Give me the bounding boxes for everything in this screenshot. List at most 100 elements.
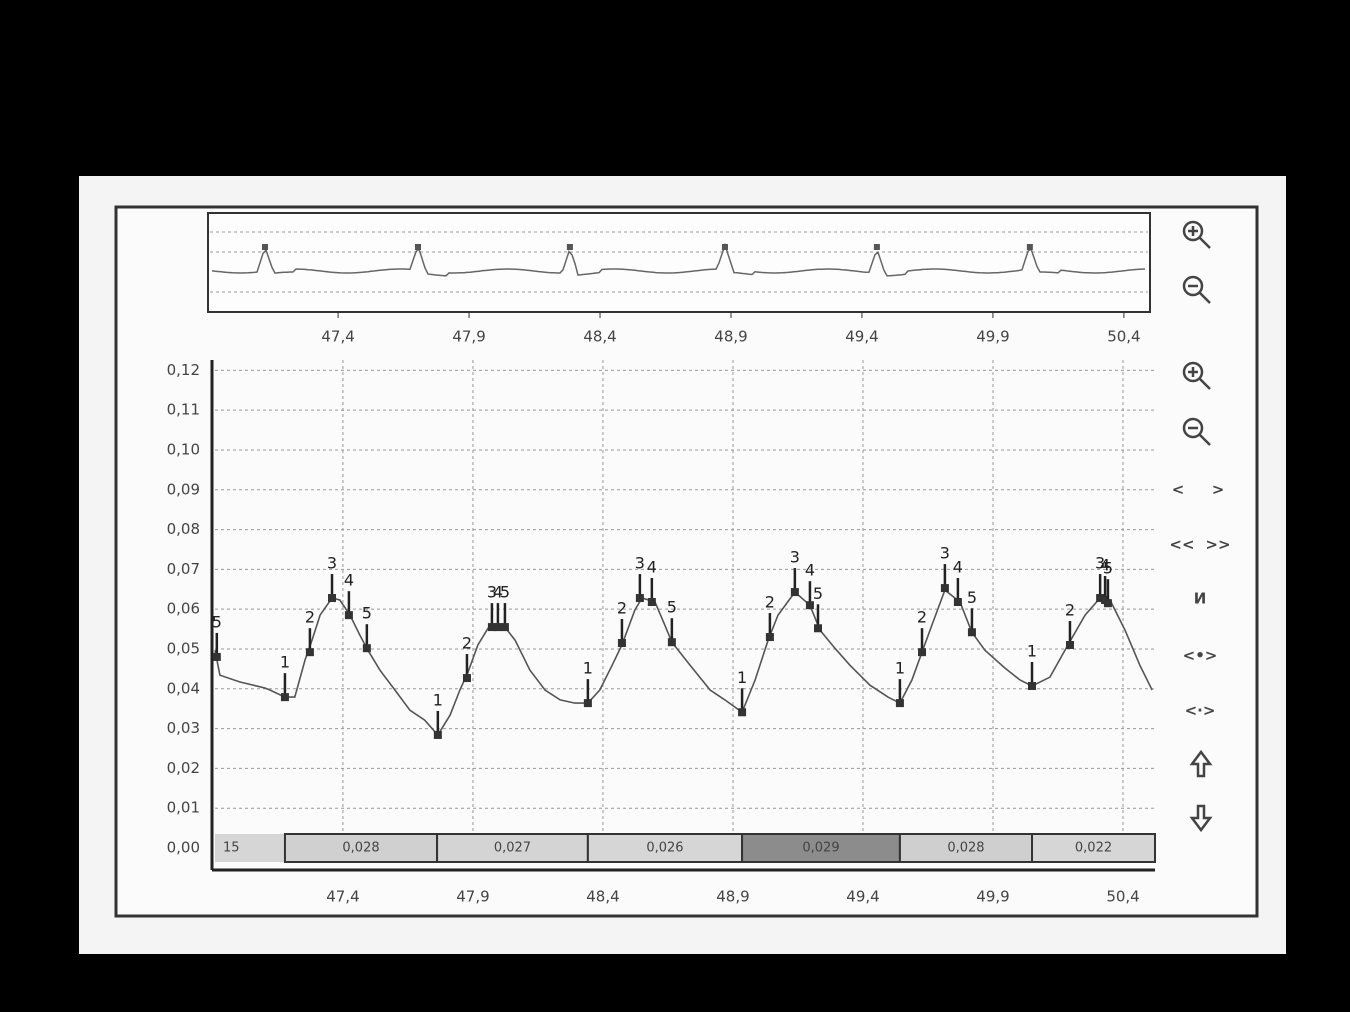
tool-button[interactable]: <	[1172, 481, 1185, 499]
point-marker	[500, 623, 509, 632]
y-tick-label: 0,07	[167, 560, 200, 578]
segment-label: 0,028	[342, 841, 379, 856]
point-label: 5	[362, 604, 372, 623]
point-label: 5	[813, 584, 823, 603]
point-marker	[635, 594, 644, 603]
r-peak-marker	[566, 244, 573, 250]
point-label: 4	[344, 571, 354, 590]
x-tick-label: 48,4	[583, 328, 616, 346]
point-marker	[487, 623, 496, 632]
y-tick-label: 0,09	[167, 480, 200, 498]
tool-button[interactable]: <·>	[1185, 702, 1216, 720]
segment-label: 15	[223, 841, 240, 856]
point-marker	[328, 594, 337, 603]
tool-button[interactable]: И	[1194, 590, 1207, 608]
y-tick-label: 0,10	[167, 440, 200, 458]
r-peak-marker	[721, 244, 728, 250]
point-label: 1	[895, 659, 905, 678]
x-tick-label: 48,4	[586, 888, 619, 906]
arrow-down[interactable]	[1189, 804, 1213, 833]
point-marker	[305, 648, 314, 657]
point-label: 3	[487, 583, 497, 602]
y-tick-label: 0,04	[167, 679, 200, 697]
tool-button[interactable]: >	[1212, 481, 1225, 499]
point-label: 3	[327, 554, 337, 573]
r-peak-marker	[1026, 244, 1033, 250]
point-marker	[805, 601, 814, 610]
point-marker	[765, 633, 774, 642]
point-marker	[814, 624, 823, 633]
point-label: 4	[953, 558, 963, 577]
zoom-in[interactable]	[1182, 361, 1211, 390]
point-marker	[953, 598, 962, 607]
point-label: 2	[917, 608, 927, 627]
x-tick-label: 48,9	[714, 328, 747, 346]
point-label: 4	[805, 561, 815, 580]
point-marker	[212, 652, 221, 661]
arrow-up[interactable]	[1189, 749, 1213, 778]
point-label: 2	[617, 599, 627, 618]
point-marker	[617, 639, 626, 648]
r-peak-marker	[873, 244, 880, 250]
tool-button[interactable]: <•>	[1183, 647, 1218, 665]
point-label: 3	[940, 544, 950, 563]
point-label: 5	[1103, 559, 1113, 578]
point-marker	[1065, 640, 1074, 649]
r-peak-marker	[262, 244, 269, 250]
point-marker	[583, 699, 592, 708]
point-marker	[940, 584, 949, 593]
point-marker	[362, 644, 371, 653]
point-marker	[790, 588, 799, 597]
y-tick-label: 0,00	[167, 839, 200, 857]
point-marker	[738, 708, 747, 717]
y-tick-label: 0,05	[167, 639, 200, 657]
point-marker	[918, 648, 927, 657]
x-tick-label: 50,4	[1106, 888, 1139, 906]
segment-label: 0,027	[494, 841, 531, 856]
y-tick-label: 0,08	[167, 520, 200, 538]
r-peak-marker	[414, 244, 421, 250]
y-tick-label: 0,01	[167, 799, 200, 817]
point-label: 3	[635, 554, 645, 573]
ecg-trace	[211, 242, 1146, 277]
y-tick-label: 0,12	[167, 361, 200, 379]
point-label: 1	[583, 659, 593, 678]
x-tick-label: 47,9	[456, 888, 489, 906]
y-tick-label: 0,02	[167, 759, 200, 777]
point-marker	[1028, 681, 1037, 690]
point-marker	[967, 628, 976, 637]
point-label: 2	[305, 608, 315, 627]
zoom-out[interactable]	[1182, 417, 1211, 446]
point-label: 4	[1100, 556, 1110, 575]
x-tick-label: 47,9	[452, 328, 485, 346]
segment	[898, 833, 1034, 863]
segment	[741, 833, 901, 863]
point-marker	[344, 611, 353, 620]
x-tick-label: 48,9	[716, 888, 749, 906]
point-label: 5	[500, 583, 510, 602]
tool-button[interactable]: <<	[1169, 536, 1194, 554]
point-label: 1	[280, 653, 290, 672]
point-marker	[1096, 594, 1105, 603]
segment	[215, 834, 285, 862]
point-label: 1	[433, 690, 443, 709]
point-label: 5	[967, 588, 977, 607]
x-tick-label: 49,9	[976, 328, 1009, 346]
point-label: 2	[765, 593, 775, 612]
x-tick-label: 49,4	[845, 328, 878, 346]
tool-button[interactable]: >>	[1205, 536, 1230, 554]
point-marker	[433, 730, 442, 739]
point-marker	[462, 674, 471, 683]
zoom-out[interactable]	[1182, 275, 1211, 304]
x-tick-label: 47,4	[321, 328, 354, 346]
x-tick-label: 47,4	[326, 888, 359, 906]
segment-label: 0,028	[947, 841, 984, 856]
point-label: 4	[493, 583, 503, 602]
zoom-in[interactable]	[1182, 220, 1211, 249]
segment-label: 0,029	[802, 841, 839, 856]
panel	[114, 205, 1259, 918]
y-tick-label: 0,06	[167, 600, 200, 618]
segment-label: 0,022	[1075, 841, 1112, 856]
y-tick-label: 0,03	[167, 719, 200, 737]
